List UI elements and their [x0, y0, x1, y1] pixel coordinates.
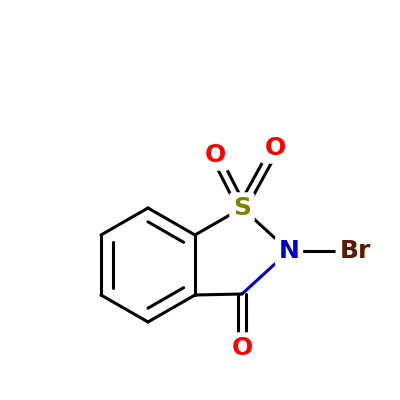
Text: N: N [278, 239, 300, 263]
Text: O: O [204, 143, 226, 167]
Text: S: S [233, 196, 251, 220]
Text: Br: Br [339, 239, 371, 263]
Text: O: O [264, 136, 286, 160]
Text: O: O [231, 336, 253, 360]
